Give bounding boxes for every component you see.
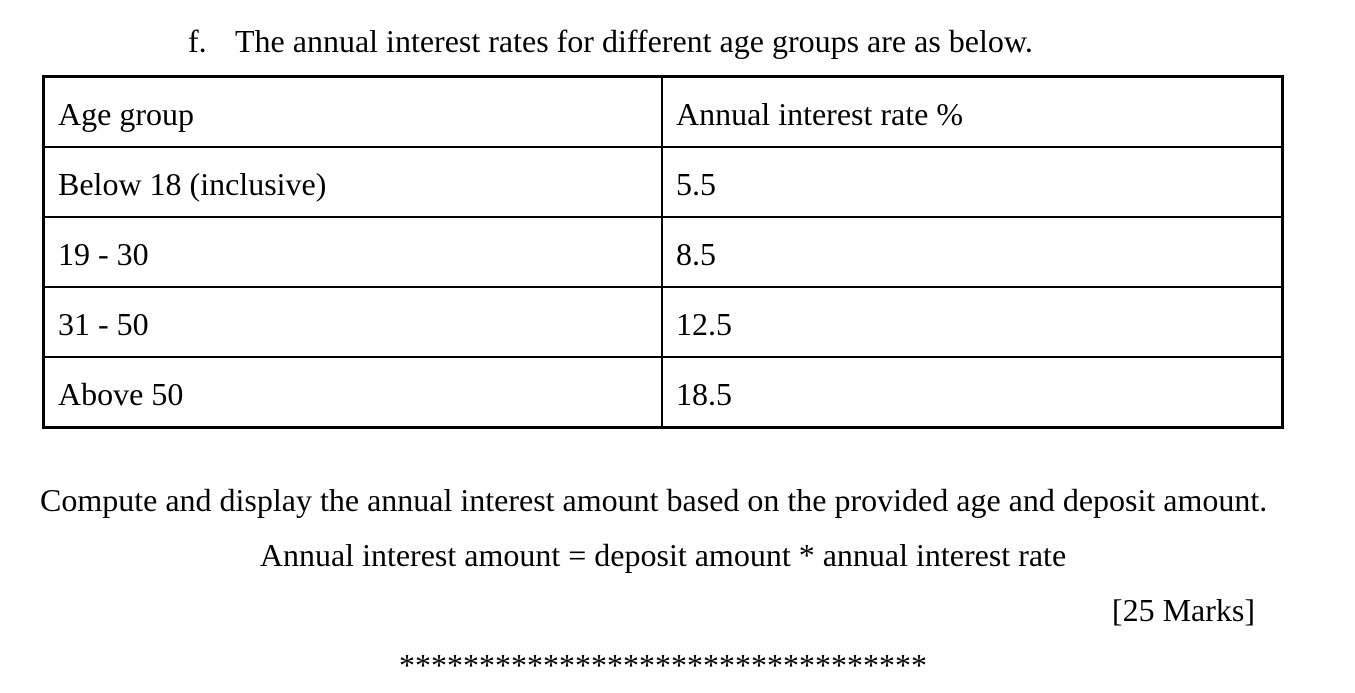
question-item-label: f. xyxy=(188,23,207,59)
cell-age-group: 31 - 50 xyxy=(42,286,663,358)
cell-age-group: 19 - 30 xyxy=(42,216,663,288)
cell-interest-rate: 12.5 xyxy=(660,286,1284,358)
header-age-group: Age group xyxy=(42,75,663,148)
asterisk-separator: ********************************* xyxy=(399,647,927,683)
table-row: 19 - 30 8.5 xyxy=(42,216,1284,288)
formula-text: Annual interest amount = deposit amount … xyxy=(259,537,1067,573)
interest-rates-table: Age group Annual interest rate % Below 1… xyxy=(42,75,1284,429)
question-heading: f. The annual interest rates for differen… xyxy=(188,0,1355,61)
marks-label: [25 Marks] xyxy=(1111,592,1255,628)
table-row: 31 - 50 12.5 xyxy=(42,286,1284,358)
document-page: f. The annual interest rates for differen… xyxy=(40,0,1355,683)
cell-interest-rate: 8.5 xyxy=(660,216,1284,288)
table-header-row: Age group Annual interest rate % xyxy=(42,75,1284,148)
cell-interest-rate: 18.5 xyxy=(660,356,1284,429)
table-row: Below 18 (inclusive) 5.5 xyxy=(42,146,1284,218)
instruction-text: Compute and display the annual interest … xyxy=(40,482,1268,518)
cell-interest-rate: 5.5 xyxy=(660,146,1284,218)
question-heading-text: The annual interest rates for different … xyxy=(235,23,1033,59)
cell-age-group: Above 50 xyxy=(42,356,663,429)
table-row: Above 50 18.5 xyxy=(42,356,1284,429)
cell-age-group: Below 18 (inclusive) xyxy=(42,146,663,218)
header-interest-rate: Annual interest rate % xyxy=(660,75,1284,148)
